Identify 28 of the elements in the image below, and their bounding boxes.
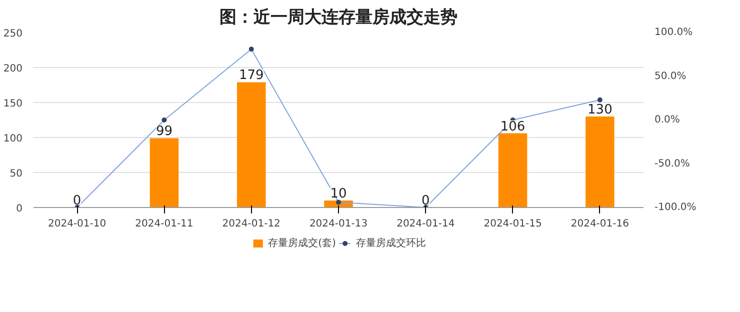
y-tick-label: 0 xyxy=(16,204,23,214)
x-tick-label: 2024-01-11 xyxy=(135,218,194,230)
y-tick-label: 250 xyxy=(3,28,23,40)
data-label: 99 xyxy=(156,124,172,140)
y-tick-label: 200 xyxy=(3,64,23,74)
y-tick-label: 150 xyxy=(3,98,23,110)
y2-tick-label: 50.0% xyxy=(654,70,686,82)
y2-tick-label: 100.0% xyxy=(654,27,693,38)
data-label: 0 xyxy=(422,194,430,208)
x-tick-label: 2024-01-13 xyxy=(309,218,368,230)
data-label: 179 xyxy=(238,68,264,84)
x-tick-label: 2024-01-14 xyxy=(396,218,455,230)
x-tick-label: 2024-01-16 xyxy=(570,218,629,230)
y2-tick-label: 0.0% xyxy=(654,114,680,126)
chart-title: 图：近一周大连存量房成交走势 xyxy=(220,8,458,28)
x-tick-label: 2024-01-10 xyxy=(48,218,106,230)
y2-tick-label: -50.0% xyxy=(654,158,690,170)
x-tick-label: 2024-01-15 xyxy=(484,218,542,230)
x-tick-label: 2024-01-12 xyxy=(222,218,280,230)
y2-tick-label: -100.0% xyxy=(654,202,696,213)
y-tick-label: 100 xyxy=(3,134,23,144)
data-label: 0 xyxy=(72,194,82,208)
data-label: 106 xyxy=(500,119,526,134)
data-label: 10 xyxy=(330,186,347,202)
y-tick-label: 50 xyxy=(10,168,23,180)
legend-label: 存量房成交(套) xyxy=(268,236,336,250)
data-label: 130 xyxy=(588,102,612,118)
legend-label: 存量房成交环比 xyxy=(356,236,426,250)
